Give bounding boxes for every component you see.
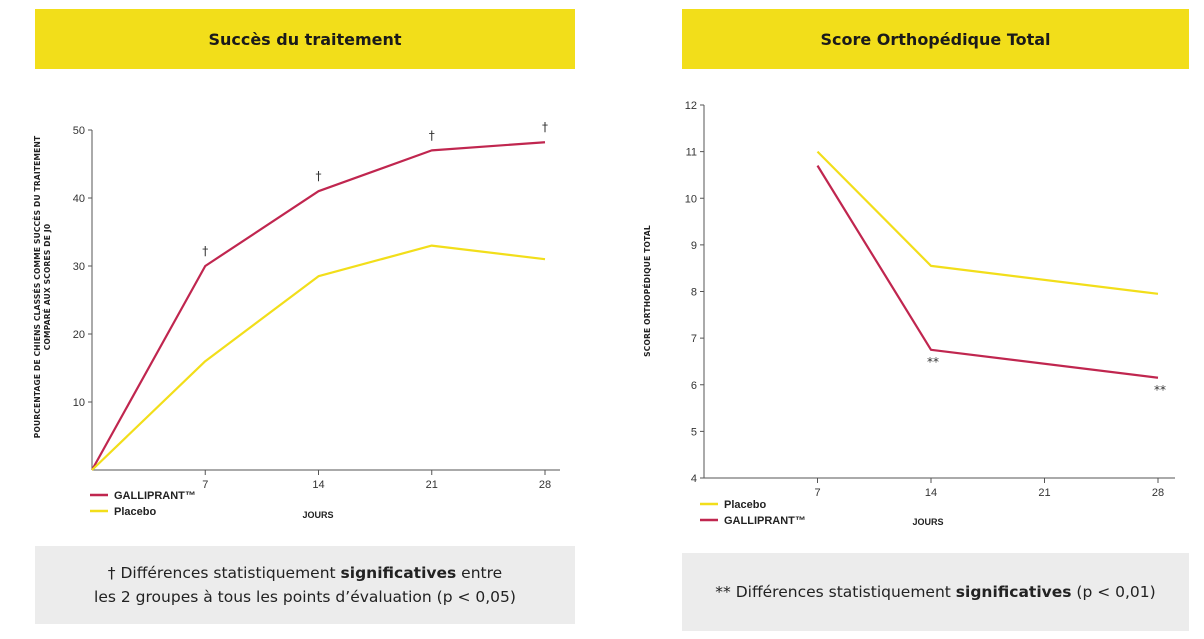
chart2-note-part2: (p < 0,01) [1071,583,1156,601]
chart1-note-bold: significatives [340,564,457,582]
chart2-x-tick-label: 7 [814,487,820,499]
chart2-x-axis-title: JOURS [912,517,943,527]
chart2-y-axis-title: SCORE ORTHOPÉDIQUE TOTAL [643,225,652,357]
chart2-y-tick-label: 5 [691,426,697,438]
chart1-x-tick-label: 21 [426,479,438,491]
chart1-series-a-line [91,141,546,471]
chart2-y-tick-label: 9 [691,240,697,252]
chart1-legend-label: GALLIPRANT™ [114,490,196,502]
chart2-y-tick-label: 10 [685,193,697,205]
chart2-x-tick-label: 21 [1038,487,1050,499]
chart2-series-b-line [816,165,1159,379]
chart1-note: † Différences statistiquement significat… [35,546,575,624]
chart2-significance-mark: ** [1154,383,1166,397]
chart2-y-tick-label: 8 [691,287,697,299]
chart1-x-tick-label: 7 [202,479,208,491]
chart1-legend-label: Placebo [114,506,156,518]
chart2-y-tick-label: 12 [685,100,697,112]
chart2-note: ** Différences statistiquement significa… [682,553,1189,631]
chart2-y-tick-label: 4 [691,473,697,485]
chart1-significance-mark: † [202,244,208,258]
chart1-significance-mark: † [429,128,435,142]
chart1-y-axis-title-line2: COMPARÉ AUX SCORES DE J0 [43,224,52,351]
chart1-y-tick-label: 20 [73,329,85,341]
chart2-legend-label: GALLIPRANT™ [724,515,806,527]
chart1-title: Succès du traitement [35,9,575,69]
chart2-significance-mark: ** [927,355,939,369]
chart1-note-part2: entre [456,564,503,582]
chart2-note-bold: significatives [955,583,1072,601]
chart2-title: Score Orthopédique Total [682,9,1189,69]
chart2-y-tick-label: 6 [691,380,697,392]
chart1-series-b-line [91,244,546,471]
chart1-y-tick-label: 30 [73,261,85,273]
chart1-x-tick-label: 28 [539,479,551,491]
chart1-significance-mark: † [316,169,322,183]
chart2-x-tick-label: 14 [925,487,937,499]
chart1-y-tick-label: 50 [73,125,85,137]
chart1-y-axis-title-line1: POURCENTAGE DE CHIENS CLASSÉS COMME SUCC… [33,135,42,438]
chart1-x-tick-label: 14 [312,479,324,491]
chart2-y-tick-label: 11 [686,147,697,159]
chart1-note-line2: les 2 groupes à tous les points d’évalua… [94,588,516,606]
chart2-series-a-line [816,150,1159,295]
chart2-x-tick-label: 28 [1152,487,1164,499]
chart2-y-tick-label: 7 [691,333,697,345]
chart1-note-part1: † Différences statistiquement [107,564,341,582]
chart1-y-tick-label: 10 [73,397,85,409]
chart2-legend-label: Placebo [724,499,766,511]
chart1-x-axis-title: JOURS [302,510,333,520]
chart2-note-part1: ** Différences statistiquement [715,583,956,601]
chart1-y-tick-label: 40 [73,193,85,205]
chart1-significance-mark: † [542,120,548,134]
